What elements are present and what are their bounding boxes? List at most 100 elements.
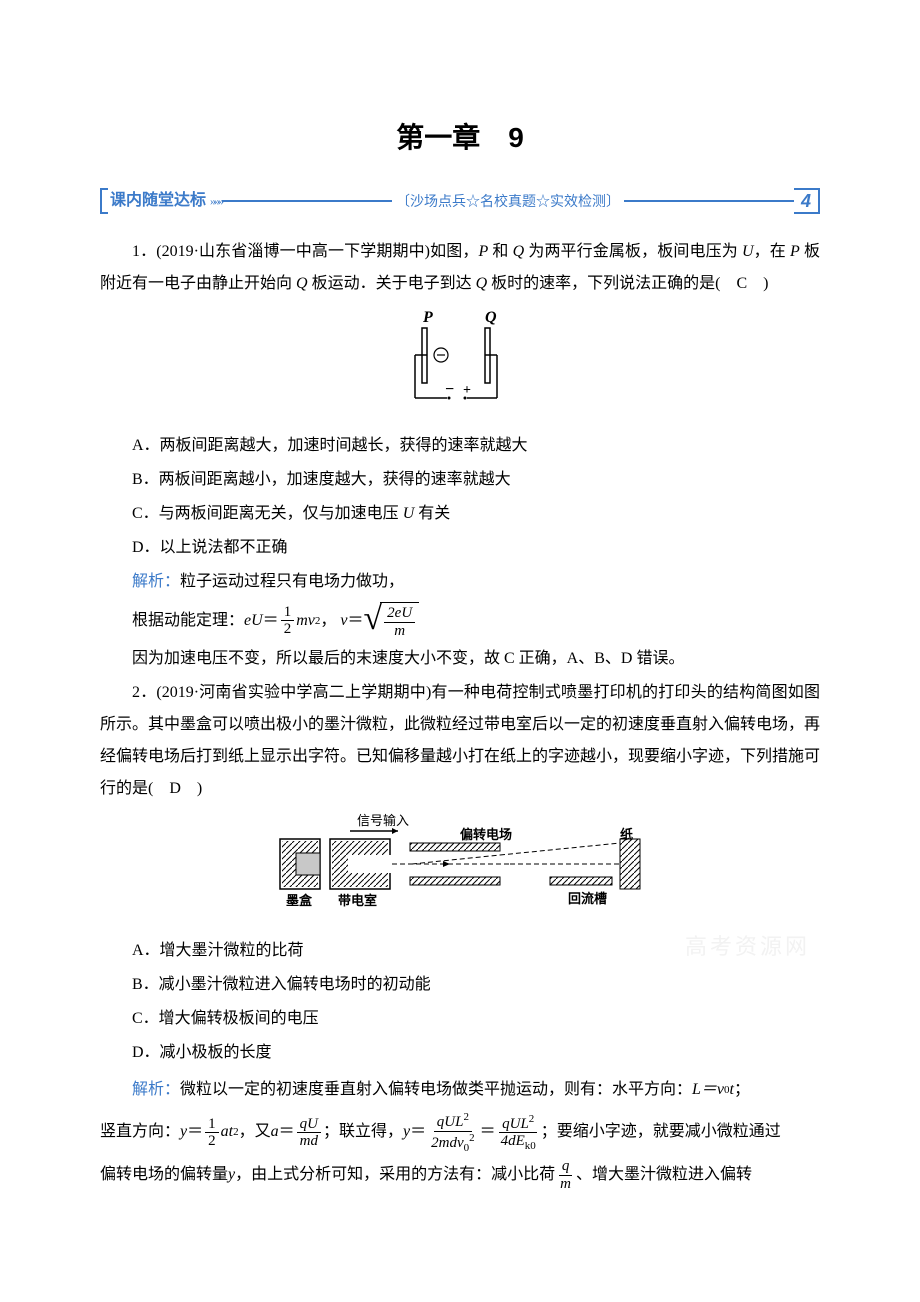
q2-optB: B．减小墨汁微粒进入偏转电场时的初动能: [100, 969, 820, 1001]
chevrons-icon: »»»: [210, 189, 222, 213]
analysis-label: 解析：: [132, 573, 180, 590]
comma: ，: [320, 605, 336, 637]
den: m: [391, 623, 408, 640]
eq2: ＝: [279, 1113, 295, 1151]
q2-optC: C．增大偏转极板间的电压: [100, 1003, 820, 1035]
section-center-text: 〔沙场点兵☆名校真题☆实效检测〕: [392, 187, 624, 215]
v: v: [340, 605, 347, 637]
n: 1: [205, 1116, 219, 1134]
ds2: 2: [469, 1132, 475, 1144]
eU: eU: [244, 605, 263, 637]
n: qU: [297, 1116, 321, 1134]
num: 1: [281, 604, 295, 622]
sqrt: √ 2eU m: [363, 602, 419, 639]
q1-formula: 根据动能定理： eU ＝ 1 2 mv2 ， v ＝ √ 2eU m: [100, 602, 820, 639]
q1-stem-c: 和: [488, 243, 512, 260]
q1-fig-P-label: P: [422, 309, 433, 326]
ns: 2: [529, 1113, 535, 1125]
half-frac: 1 2: [281, 604, 295, 638]
q2-l2b: ，又: [239, 1113, 271, 1151]
section-bar-left-bracket: [100, 188, 108, 214]
q2-l2c: ；联立得，: [323, 1113, 403, 1151]
eq1: ＝: [263, 605, 279, 637]
n: q: [559, 1158, 573, 1176]
q2-analysis-2: 竖直方向： y ＝ 12 at2 ，又 a ＝ qUmd ；联立得， y ＝ q…: [100, 1111, 820, 1154]
eq2: ＝: [347, 605, 363, 637]
d: 2: [205, 1133, 219, 1150]
y: y: [180, 1113, 187, 1151]
q2-optA: A．增大墨汁微粒的比荷: [100, 935, 820, 967]
q1-fig-Q-label: Q: [485, 309, 497, 326]
section-line-right: [624, 200, 794, 202]
q1-optA: A．两板间距离越大，加速时间越长，获得的速率就越大: [100, 430, 820, 462]
q1-stem-g: ，在: [754, 243, 790, 260]
q2-analysis-1: 解析： 微粒以一定的初速度垂直射入偏转电场做类平抛运动，则有：水平方向： L＝v…: [100, 1071, 820, 1109]
d: md: [297, 1133, 321, 1150]
q1-analysis-2: 因为加速电压不变，所以最后的末速度大小不变，故 C 正确，A、B、D 错误。: [100, 643, 820, 675]
q1-optB: B．两板间距离越小，加速度越大，获得的速率就越大: [100, 464, 820, 496]
chapter-title: 第一章 9: [100, 110, 820, 166]
a: a: [271, 1113, 279, 1151]
charge-room-label: 带电室: [338, 893, 377, 908]
section-bar: 课内随堂达标 »»» 〔沙场点兵☆名校真题☆实效检测〕 4: [100, 186, 820, 216]
q1-optC: C．与两板间距离无关，仅与加速电压 U 有关: [100, 498, 820, 530]
q1-stem-k: 板运动．关于电子到达: [308, 275, 476, 292]
q1-analysis-1-text: 粒子运动过程只有电场力做功，: [180, 573, 404, 590]
eq: ＝: [187, 1113, 203, 1151]
svg-text:+: +: [463, 383, 471, 398]
section-number: 4: [794, 188, 820, 214]
svg-text:−: −: [445, 381, 454, 398]
n: qUL: [437, 1114, 464, 1130]
d: 2mdv: [431, 1135, 464, 1151]
q2-l3a: 偏转电场的偏转量: [100, 1156, 228, 1194]
q1-stem-a: 1．(2019·山东省淄博一中高一下学期期中)如图，: [132, 243, 479, 260]
q1-figure: P Q − +: [100, 308, 820, 420]
n: qUL: [502, 1116, 529, 1132]
q1-optC-U: U: [403, 505, 415, 522]
analysis-label-2: 解析：: [132, 1071, 180, 1109]
q1-Q3: Q: [476, 275, 488, 292]
q1-optD: D．以上说法都不正确: [100, 532, 820, 564]
return-slot-label: 回流槽: [568, 891, 607, 906]
q1-Q: Q: [513, 243, 525, 260]
den: 2: [281, 621, 295, 638]
q2-l3y: y: [228, 1156, 235, 1194]
mv: mv: [296, 605, 315, 637]
q2-l2d: ；要缩小字迹，就要减小微粒通过: [541, 1113, 781, 1151]
sqrt-frac: 2eU m: [384, 605, 415, 639]
q1-U: U: [742, 243, 754, 260]
q1-optC-c: 有关: [414, 505, 450, 522]
d: m: [557, 1176, 574, 1193]
q2-l3c: 、增大墨汁微粒进入偏转: [576, 1156, 752, 1194]
q2-a1b: L＝v: [692, 1071, 724, 1109]
q2-a1a: 微粒以一定的初速度垂直射入偏转电场做类平抛运动，则有：水平方向：: [180, 1071, 692, 1109]
q2-stem: 2．(2019·河南省实验中学高二上学期期中)有一种电荷控制式喷墨打印机的打印头…: [100, 677, 820, 805]
at: at: [221, 1113, 233, 1151]
num: 2eU: [384, 605, 415, 623]
q2-figure: 信号输入 偏转电场 纸 墨盒 带电室 回流槽: [100, 813, 820, 925]
q1-stem: 1．(2019·山东省淄博一中高一下学期期中)如图， P 和 Q 为两平行金属板，…: [100, 236, 820, 300]
section-line-left: [222, 200, 392, 202]
q2-optD: D．减小极板的长度: [100, 1037, 820, 1069]
q2-a1e: ；: [734, 1071, 750, 1109]
deflect-field-label: 偏转电场: [460, 827, 512, 842]
eq3: ＝: [410, 1113, 426, 1151]
eq4: ＝: [480, 1113, 496, 1151]
q1-analysis-1: 解析：粒子运动过程只有电场力做功，: [100, 566, 820, 598]
q2-analysis-3: 偏转电场的偏转量 y ，由上式分析可知，采用的方法有：减小比荷 qm 、增大墨汁…: [100, 1156, 820, 1194]
section-label: 课内随堂达标: [108, 185, 208, 217]
ink-box-label: 墨盒: [286, 893, 313, 908]
q1-Q2: Q: [296, 275, 308, 292]
q1-formula-body: eU ＝ 1 2 mv2 ， v ＝ √ 2eU m: [244, 602, 419, 639]
q1-P2: P: [790, 243, 800, 260]
ds: k0: [525, 1140, 536, 1152]
q1-formula-prefix: 根据动能定理：: [132, 605, 244, 637]
q1-stem-m: 板时的速率，下列说法正确的是( C ): [487, 275, 768, 292]
q1-stem-e: 为两平行金属板，板间电压为: [524, 243, 738, 260]
y2: y: [403, 1113, 410, 1151]
q2-l2a: 竖直方向：: [100, 1113, 180, 1151]
q2-l3b: ，由上式分析可知，采用的方法有：减小比荷: [235, 1156, 555, 1194]
d: 4dE: [501, 1133, 525, 1149]
signal-in-label: 信号输入: [357, 813, 409, 828]
ns: 2: [463, 1111, 469, 1123]
